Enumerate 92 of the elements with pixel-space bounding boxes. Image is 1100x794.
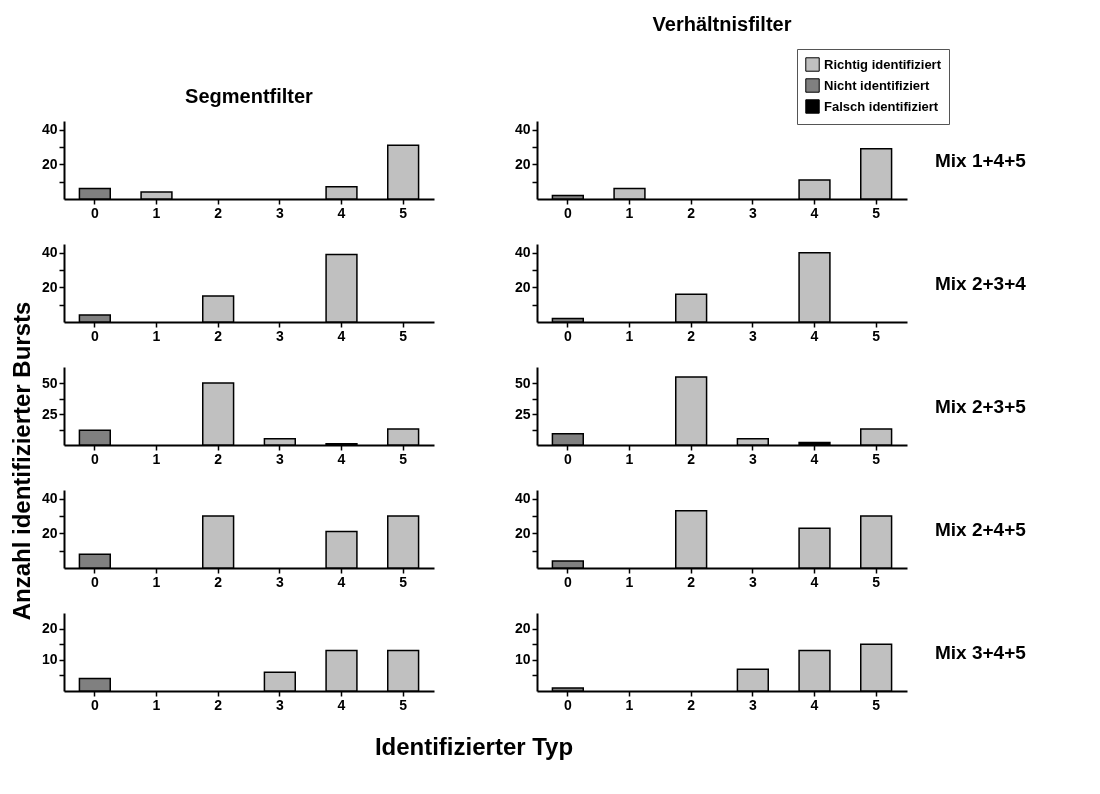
x-tick-label: 2 xyxy=(687,450,696,467)
y-tick-label: 20 xyxy=(41,278,58,295)
x-tick-label: 5 xyxy=(399,327,408,344)
x-tick-label: 0 xyxy=(90,573,99,590)
x-tick-label: 4 xyxy=(337,204,346,221)
x-tick-label: 5 xyxy=(399,450,408,467)
y-tick-label: 20 xyxy=(41,620,58,637)
x-tick-label: 1 xyxy=(625,696,634,713)
y-tick-label: 40 xyxy=(41,121,58,138)
x-tick-label: 1 xyxy=(152,573,161,590)
x-tick-label: 1 xyxy=(625,327,634,344)
x-tick-label: 4 xyxy=(337,450,346,467)
x-tick-label: 5 xyxy=(872,327,881,344)
y-tick-label: 40 xyxy=(41,490,58,507)
x-tick-label: 5 xyxy=(872,696,881,713)
x-tick-label: 0 xyxy=(90,696,99,713)
x-tick-label: 0 xyxy=(563,696,572,713)
x-tick-label: 3 xyxy=(748,327,757,344)
y-tick-label: 40 xyxy=(514,121,531,138)
text: Mix 3+4+5 xyxy=(935,642,1027,663)
chart-title: Segmentfilter xyxy=(185,85,314,107)
x-tick-label: 1 xyxy=(152,696,161,713)
y-tick-label: 20 xyxy=(41,155,58,172)
y-tick-label: 20 xyxy=(514,620,531,637)
x-tick-label: 0 xyxy=(563,450,572,467)
x-tick-label: 2 xyxy=(687,204,696,221)
x-tick-label: 5 xyxy=(399,696,408,713)
y-tick-label: 20 xyxy=(514,278,531,295)
x-tick-label: 2 xyxy=(214,573,223,590)
legend-label: Falsch identifiziert xyxy=(824,98,939,114)
x-tick-label: 4 xyxy=(337,327,346,344)
x-tick-label: 1 xyxy=(152,204,161,221)
y-tick-label: 40 xyxy=(514,490,531,507)
x-tick-label: 0 xyxy=(90,327,99,344)
chart-title: Verhältnisfilter xyxy=(652,12,792,35)
x-tick-label: 0 xyxy=(90,204,99,221)
x-tick-label: 2 xyxy=(214,696,223,713)
x-tick-label: 3 xyxy=(748,573,757,590)
x-tick-label: 3 xyxy=(748,450,757,467)
x-tick-label: 4 xyxy=(810,204,819,221)
y-tick-label: 40 xyxy=(514,244,531,261)
x-tick-label: 1 xyxy=(152,450,161,467)
x-tick-label: 4 xyxy=(337,573,346,590)
x-tick-label: 0 xyxy=(90,450,99,467)
y-tick-label: 20 xyxy=(514,155,531,172)
x-tick-label: 2 xyxy=(687,573,696,590)
x-tick-label: 4 xyxy=(810,327,819,344)
text: Mix 2+3+4 xyxy=(935,273,1027,294)
x-tick-label: 3 xyxy=(275,204,284,221)
x-tick-label: 1 xyxy=(625,573,634,590)
legend-label: Nicht identifiziert xyxy=(824,77,931,93)
x-tick-label: 3 xyxy=(275,573,284,590)
x-tick-label: 3 xyxy=(275,450,284,467)
x-tick-label: 1 xyxy=(152,327,161,344)
x-tick-label: 0 xyxy=(563,573,572,590)
x-tick-label: 0 xyxy=(563,327,572,344)
text: Mix 2+4+5 xyxy=(935,519,1027,540)
x-tick-label: 2 xyxy=(687,696,696,713)
y-tick-label: 25 xyxy=(514,405,531,422)
x-tick-label: 3 xyxy=(748,204,757,221)
text: Mix 2+3+5 xyxy=(935,396,1027,417)
y-tick-label: 25 xyxy=(41,405,58,422)
x-tick-label: 4 xyxy=(810,450,819,467)
x-tick-label: 4 xyxy=(337,696,346,713)
x-tick-label: 4 xyxy=(810,696,819,713)
legend-label: Richtig identifiziert xyxy=(824,56,942,72)
y-tick-label: 50 xyxy=(514,374,531,391)
x-tick-label: 3 xyxy=(275,327,284,344)
x-tick-label: 5 xyxy=(399,573,408,590)
y-tick-label: 40 xyxy=(41,244,58,261)
y-tick-label: 20 xyxy=(41,524,58,541)
y-tick-label: 10 xyxy=(514,651,531,668)
x-tick-label: 2 xyxy=(214,450,223,467)
x-tick-label: 5 xyxy=(399,204,408,221)
x-tick-label: 2 xyxy=(214,204,223,221)
x-tick-label: 2 xyxy=(214,327,223,344)
y-tick-label: 10 xyxy=(41,651,58,668)
y-axis-title: Anzahl identifizierter Bursts xyxy=(8,301,35,621)
x-tick-label: 3 xyxy=(275,696,284,713)
x-tick-label: 4 xyxy=(810,573,819,590)
x-tick-label: 1 xyxy=(625,450,634,467)
x-tick-label: 5 xyxy=(872,573,881,590)
x-tick-label: 1 xyxy=(625,204,634,221)
x-tick-label: 2 xyxy=(687,327,696,344)
x-tick-label: 5 xyxy=(872,450,881,467)
y-tick-label: 50 xyxy=(41,374,58,391)
y-tick-label: 20 xyxy=(514,524,531,541)
text: Mix 1+4+5 xyxy=(935,150,1027,171)
x-tick-label: 3 xyxy=(748,696,757,713)
x-axis-title: Identifizierter Typ xyxy=(374,733,574,760)
x-tick-label: 5 xyxy=(872,204,881,221)
x-tick-label: 0 xyxy=(563,204,572,221)
